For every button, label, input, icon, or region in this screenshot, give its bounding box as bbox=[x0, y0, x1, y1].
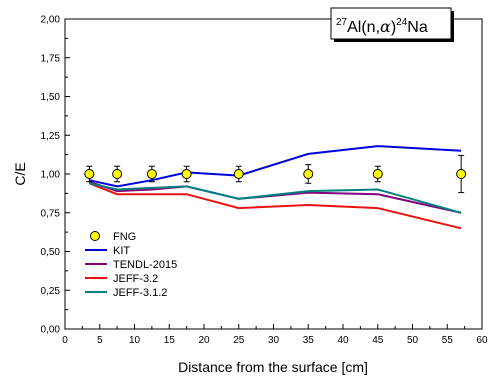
y-tick-label: 0,75 bbox=[41, 208, 61, 219]
fng-point bbox=[372, 169, 383, 179]
y-tick-label: 2,00 bbox=[41, 15, 61, 26]
chart-title-box: 27Al(n,α)24Na bbox=[330, 7, 454, 42]
chart-title: 27Al(n,α)24Na bbox=[336, 17, 428, 36]
y-tick-label: 0,25 bbox=[41, 286, 61, 297]
legend: FNG KIT TENDL-2015 JEFF-3.2 JEFF-3.1.2 bbox=[80, 226, 210, 306]
fng-point bbox=[146, 169, 157, 179]
y-tick-label: 1,75 bbox=[41, 53, 61, 64]
x-tick-label: 40 bbox=[337, 335, 349, 346]
y-axis: 0,00 0,25 0,50 0,75 1,00 1,25 1,50 1,75 2,00 bbox=[41, 15, 70, 336]
legend-label-fng: FNG bbox=[113, 231, 136, 243]
x-axis: 0 5 10 15 20 25 30 35 40 45 50 55 60 bbox=[62, 324, 488, 346]
series-line-jeff-3-2 bbox=[88, 182, 462, 230]
y-tick-label: 1,25 bbox=[41, 131, 61, 142]
x-tick-label: 5 bbox=[97, 335, 103, 346]
x-tick-label: 25 bbox=[233, 335, 245, 346]
x-tick-label: 0 bbox=[62, 335, 68, 346]
legend-label-jeff-3-1-2: JEFF-3.1.2 bbox=[113, 287, 167, 299]
x-tick-label: 35 bbox=[303, 335, 315, 346]
legend-label-kit: KIT bbox=[113, 245, 130, 257]
x-tick-label: 10 bbox=[129, 335, 141, 346]
fng-point bbox=[112, 169, 123, 179]
legend-marker-fng bbox=[90, 231, 100, 241]
x-axis-title: Distance from the surface [cm] bbox=[178, 359, 368, 375]
legend-label-jeff-3-2: JEFF-3.2 bbox=[113, 273, 158, 285]
y-axis-title: C/E bbox=[12, 162, 28, 185]
y-tick-label: 0,00 bbox=[41, 325, 61, 336]
x-tick-label: 45 bbox=[372, 335, 384, 346]
x-tick-label: 55 bbox=[442, 335, 454, 346]
experiment-points bbox=[84, 154, 467, 194]
fng-point bbox=[303, 169, 314, 179]
series-line-jeff-3-1-2 bbox=[89, 182, 462, 214]
fng-point bbox=[84, 169, 95, 179]
x-tick-label: 30 bbox=[268, 335, 280, 346]
fng-point bbox=[233, 169, 244, 179]
y-tick-label: 0,50 bbox=[41, 247, 61, 258]
series-lines bbox=[88, 145, 462, 230]
series-line-kit bbox=[89, 145, 462, 188]
fng-point bbox=[456, 169, 467, 179]
legend-label-tendl-2015: TENDL-2015 bbox=[113, 259, 177, 271]
y-tick-label: 1,00 bbox=[41, 170, 61, 181]
x-tick-label: 50 bbox=[407, 335, 419, 346]
fng-point bbox=[181, 169, 192, 179]
x-tick-label: 15 bbox=[164, 335, 176, 346]
x-tick-label: 60 bbox=[476, 335, 488, 346]
x-tick-label: 20 bbox=[198, 335, 210, 346]
y-tick-label: 1,50 bbox=[41, 92, 61, 103]
